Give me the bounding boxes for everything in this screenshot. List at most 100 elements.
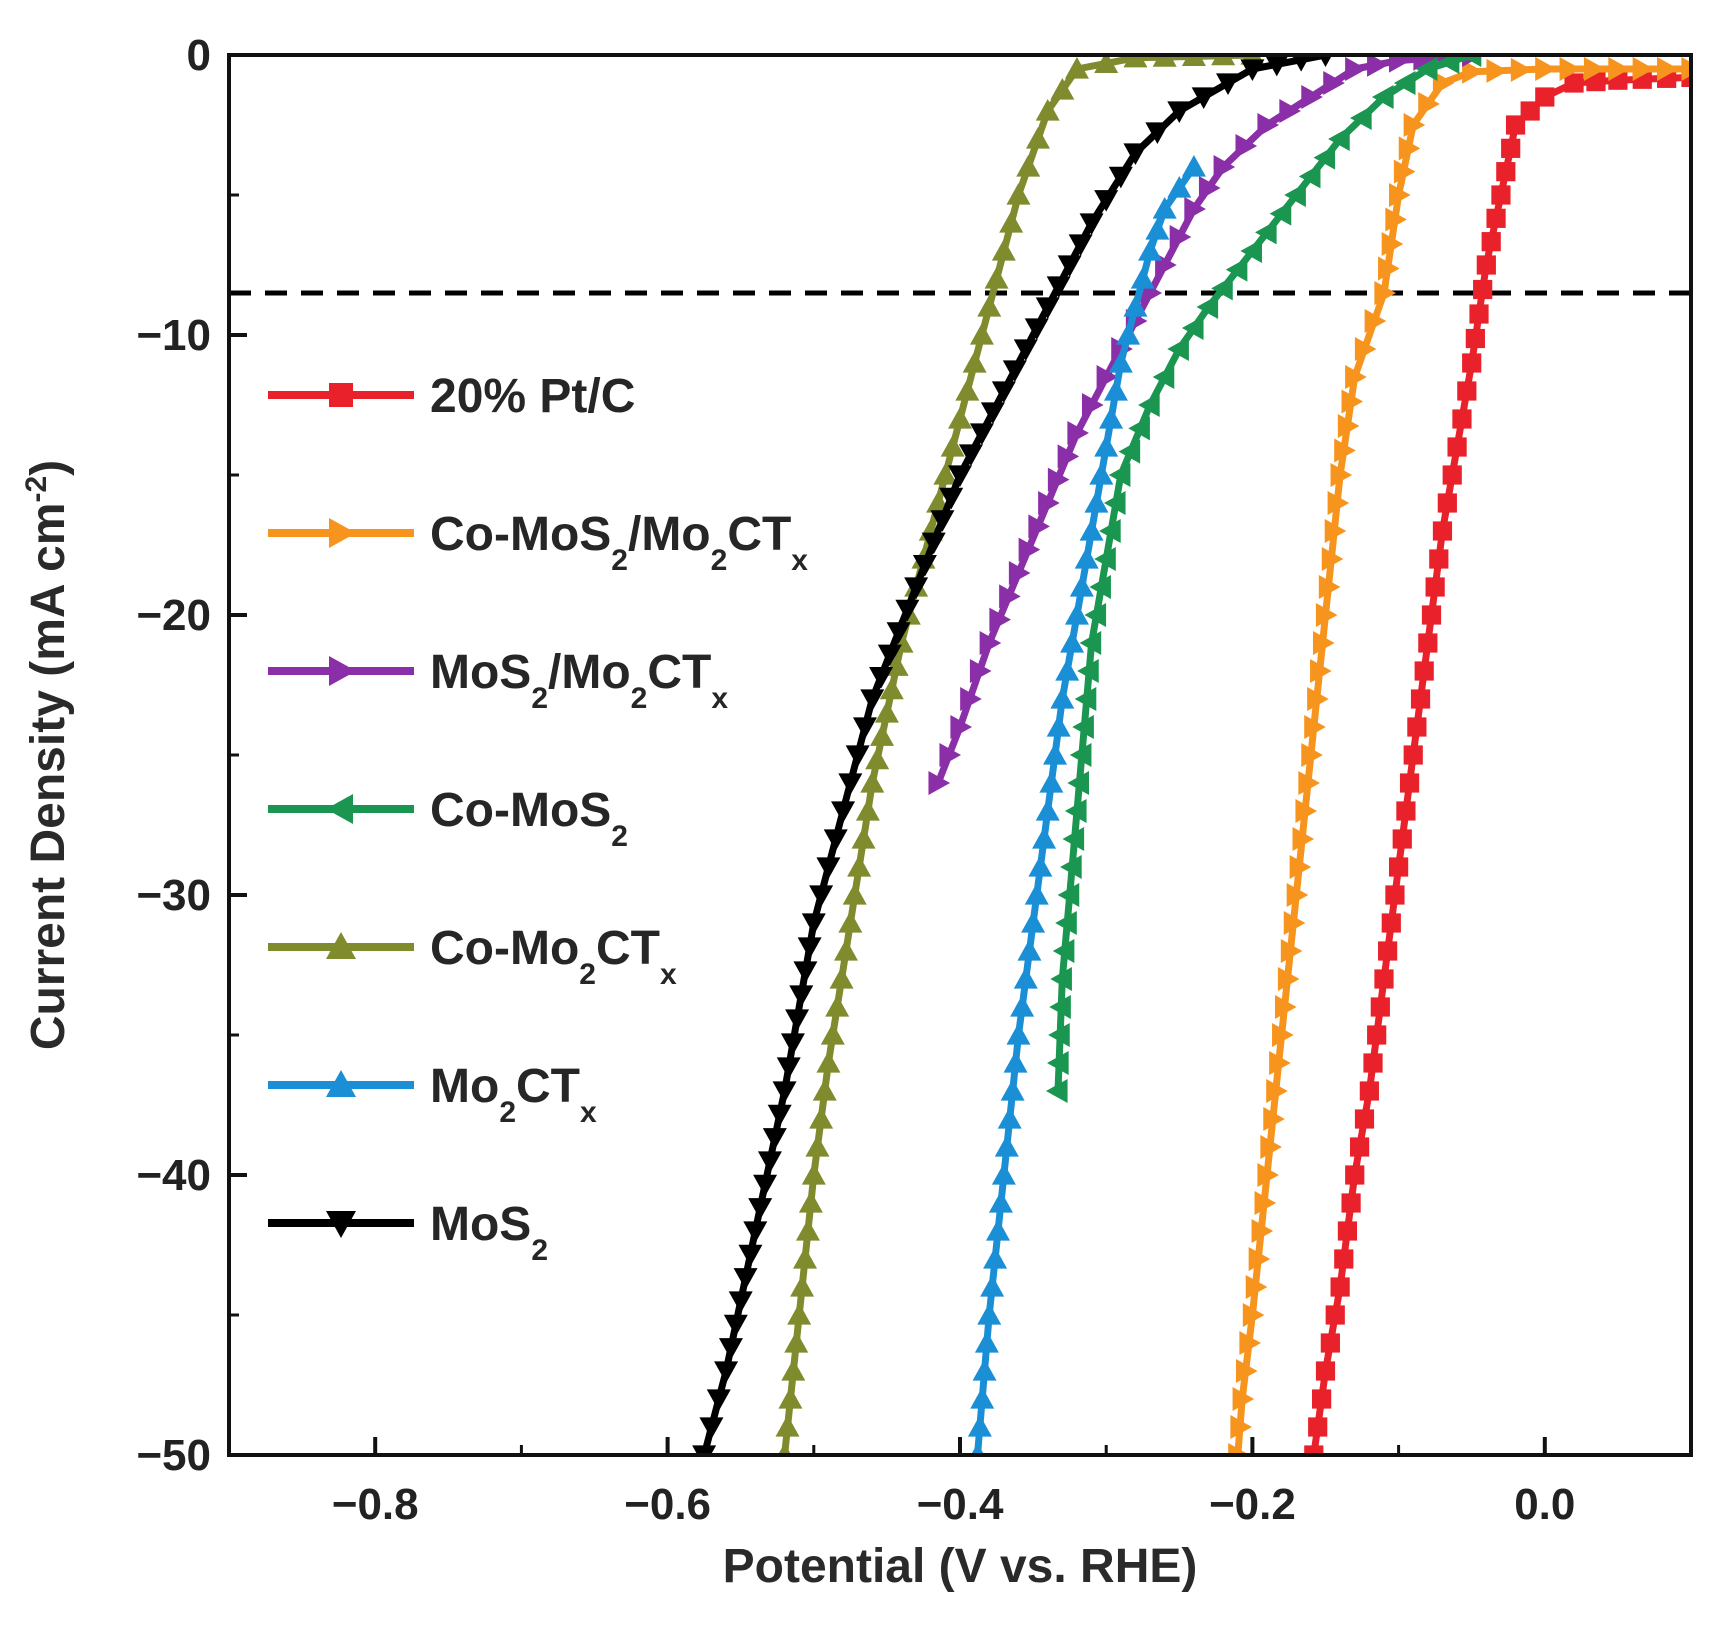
data-point xyxy=(1108,463,1131,487)
data-point xyxy=(1350,106,1372,130)
data-point xyxy=(793,961,818,983)
data-point xyxy=(1181,316,1204,340)
data-point xyxy=(972,1359,997,1381)
data-point xyxy=(977,1303,1002,1325)
data-point xyxy=(1260,1135,1282,1159)
data-point xyxy=(778,1387,803,1409)
series-co-mo2ctx xyxy=(775,55,1265,1455)
data-point xyxy=(1118,439,1141,464)
data-point xyxy=(879,677,904,700)
data-point xyxy=(1064,603,1089,625)
data-point xyxy=(1393,71,1416,95)
data-point xyxy=(1341,389,1364,414)
legend-item: 20% Pt/C xyxy=(268,370,635,423)
data-point xyxy=(1318,575,1341,599)
data-point xyxy=(1327,491,1350,515)
data-point xyxy=(1039,771,1064,793)
data-point xyxy=(748,1198,773,1220)
y-axis-title-main: Current Density (mA cm xyxy=(22,503,75,1051)
data-point xyxy=(1345,365,1367,389)
data-point xyxy=(1292,827,1315,851)
data-point xyxy=(1324,519,1347,543)
plot-frame xyxy=(227,53,1693,1457)
data-point xyxy=(1385,207,1407,232)
data-point xyxy=(812,1079,837,1101)
data-point xyxy=(1459,55,1482,67)
data-point xyxy=(1359,1081,1379,1101)
data-point xyxy=(1251,1219,1274,1243)
data-point xyxy=(930,510,955,532)
data-point xyxy=(1245,1275,1268,1299)
data-point xyxy=(1167,337,1189,361)
data-point xyxy=(1094,435,1119,457)
data-point xyxy=(1266,1079,1288,1103)
legend-label: MoS2 xyxy=(430,1198,548,1267)
x-axis-title: Potential (V vs. RHE) xyxy=(723,1540,1198,1593)
data-point xyxy=(1462,353,1482,373)
data-point xyxy=(780,1033,805,1055)
y-tick-label: −20 xyxy=(136,591,211,640)
legend-item: MoS2/Mo2CTx xyxy=(268,646,728,715)
data-point xyxy=(1049,995,1071,1019)
data-point xyxy=(860,771,885,793)
data-point xyxy=(1535,87,1555,107)
data-point xyxy=(753,1174,778,1197)
data-point xyxy=(860,689,885,711)
data-point xyxy=(845,745,870,767)
data-point xyxy=(1013,339,1038,361)
x-tick-label: −0.2 xyxy=(1209,1480,1296,1529)
data-point xyxy=(921,532,946,555)
data-point xyxy=(1074,687,1097,711)
data-point xyxy=(1313,145,1336,170)
data-point xyxy=(988,1191,1013,1213)
data-point xyxy=(1152,55,1177,67)
data-point xyxy=(1094,55,1119,73)
data-point xyxy=(816,1051,841,1073)
series-line xyxy=(700,55,1327,1455)
data-point xyxy=(1432,71,1455,95)
data-point xyxy=(1045,1079,1068,1103)
data-point xyxy=(1067,771,1089,795)
data-point xyxy=(1123,55,1148,68)
data-point xyxy=(842,883,867,905)
data-point xyxy=(847,855,872,877)
y-axis-title-sup: -2 xyxy=(20,476,53,503)
data-point xyxy=(1167,176,1192,198)
data-point xyxy=(1429,549,1449,569)
data-point xyxy=(1350,1137,1370,1157)
data-point xyxy=(1128,416,1150,441)
data-point xyxy=(1321,547,1344,571)
data-point xyxy=(1099,519,1121,543)
data-point xyxy=(1184,197,1206,221)
data-point xyxy=(1354,337,1377,361)
data-point xyxy=(1094,547,1116,571)
data-point xyxy=(983,1247,1008,1269)
data-point xyxy=(1486,58,1509,83)
legend-label: Co-MoS2 xyxy=(430,784,628,853)
data-point xyxy=(326,1070,356,1097)
data-point xyxy=(986,1219,1011,1241)
data-point xyxy=(1242,1303,1265,1327)
data-point xyxy=(1017,939,1042,961)
data-point xyxy=(1381,232,1404,256)
data-point xyxy=(1486,208,1506,228)
data-point xyxy=(1341,1193,1361,1213)
data-point xyxy=(948,465,972,487)
data-point xyxy=(1345,57,1367,81)
data-point xyxy=(1046,715,1071,737)
data-point xyxy=(762,1128,787,1150)
series-line xyxy=(1054,55,1473,1092)
data-point xyxy=(1003,1051,1028,1073)
data-point xyxy=(1145,218,1170,240)
data-point xyxy=(991,239,1016,261)
data-point xyxy=(1257,113,1280,137)
data-point xyxy=(1304,715,1326,739)
data-point xyxy=(1089,463,1114,485)
data-point xyxy=(1501,138,1521,158)
data-point xyxy=(1067,421,1089,445)
data-point xyxy=(1240,239,1262,263)
data-point xyxy=(1370,997,1390,1017)
data-point xyxy=(939,743,962,767)
data-point xyxy=(1364,309,1387,333)
data-point xyxy=(1298,771,1320,795)
